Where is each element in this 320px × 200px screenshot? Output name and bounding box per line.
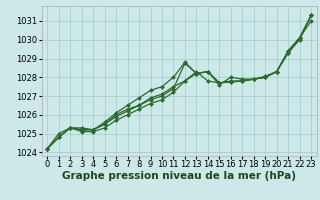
X-axis label: Graphe pression niveau de la mer (hPa): Graphe pression niveau de la mer (hPa) bbox=[62, 171, 296, 181]
